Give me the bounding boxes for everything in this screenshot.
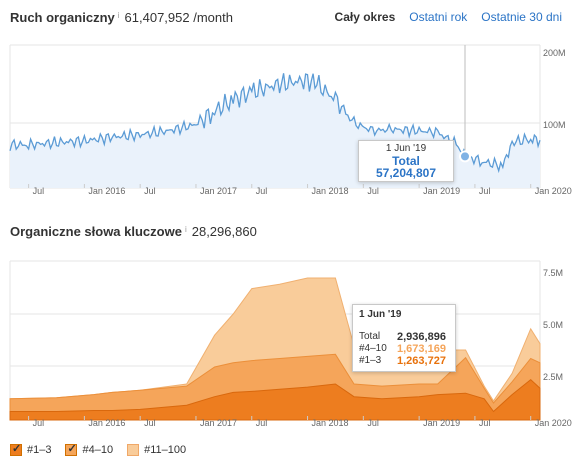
check-icon: ✓ <box>67 443 77 455</box>
traffic-chart[interactable]: 200M 100M Jul Jan 2016 Jul Jan 2017 Jul Jan 2… <box>0 35 576 210</box>
tooltip-row-value: 1,263,727 <box>397 355 446 367</box>
x-tick-label: Jan 2018 <box>312 186 349 196</box>
y-tick-label: 7.5M <box>543 268 563 278</box>
keywords-title: Organiczne słowa kluczowe <box>10 224 182 239</box>
legend-label: #11–100 <box>144 444 187 456</box>
tab-last-year[interactable]: Ostatni rok <box>409 10 468 24</box>
keywords-value: 28,296,860 <box>191 224 257 239</box>
legend-item-4-10[interactable]: ✓ #4–10 <box>65 443 114 456</box>
tooltip-row: #1–3 1,263,727 <box>359 355 449 367</box>
tooltip-row: #4–10 1,673,169 <box>359 343 449 355</box>
traffic-area <box>10 73 540 188</box>
x-axis: Jul Jan 2016 Jul Jan 2017 Jul Jan 2018 Jul Jan … <box>28 416 572 428</box>
y-tick-label: 5.0M <box>543 320 563 330</box>
tooltip-row-value: 2,936,896 <box>397 331 446 343</box>
legend-checkbox[interactable]: ✓ <box>10 443 22 456</box>
tooltip-row: Total 2,936,896 <box>359 331 449 343</box>
traffic-value: 61,407,952 /month <box>124 10 233 25</box>
x-tick-label: Jan 2020 <box>535 186 572 196</box>
traffic-header: Ruch organiczny i 61,407,952 /month <box>10 10 233 30</box>
legend-checkbox[interactable] <box>127 444 140 456</box>
keywords-tooltip: 1 Jun '19 Total 2,936,896 #4–10 1,673,16… <box>352 304 456 372</box>
x-axis: Jul Jan 2016 Jul Jan 2017 Jul Jan 2018 Jul Jan … <box>28 184 572 196</box>
x-tick-label: Jan 2017 <box>200 186 237 196</box>
traffic-plot <box>9 73 541 188</box>
legend: ✓ #1–3 ✓ #4–10 #11–100 <box>10 443 200 456</box>
legend-label: #1–3 <box>27 444 52 456</box>
y-tick-label: 100M <box>543 120 566 130</box>
legend-item-11-100[interactable]: #11–100 <box>127 444 186 456</box>
x-tick-label: Jul <box>256 418 268 428</box>
x-tick-label: Jul <box>33 186 45 196</box>
keywords-plot <box>9 277 541 421</box>
y-tick-label: 2.5M <box>543 372 563 382</box>
x-tick-label: Jan 2019 <box>423 418 460 428</box>
tooltip-row-label: Total <box>359 331 381 342</box>
x-tick-label: Jan 2018 <box>312 418 349 428</box>
x-tick-label: Jul <box>144 418 156 428</box>
tooltip-row-label: #4–10 <box>359 343 387 354</box>
x-tick-label: Jan 2020 <box>535 418 572 428</box>
keywords-header: Organiczne słowa kluczowe i 28,296,860 <box>10 224 257 244</box>
traffic-tooltip: 1 Jun '19 Total 57,204,807 <box>358 140 454 182</box>
x-tick-label: Jan 2016 <box>88 186 125 196</box>
x-tick-label: Jul <box>256 186 268 196</box>
tooltip-row-value: 1,673,169 <box>397 343 446 355</box>
legend-label: #4–10 <box>82 444 114 456</box>
x-tick-label: Jul <box>367 418 379 428</box>
legend-item-top3[interactable]: ✓ #1–3 <box>10 443 52 456</box>
x-tick-label: Jan 2016 <box>88 418 125 428</box>
y-tick-label: 200M <box>543 48 566 58</box>
x-tick-label: Jul <box>479 186 491 196</box>
range-tabs: Cały okres Ostatni rok Ostatnie 30 dni <box>321 10 562 24</box>
keywords-area-0 <box>9 379 541 421</box>
tooltip-date: 1 Jun '19 <box>385 143 427 154</box>
tooltip-total: Total 57,204,807 <box>375 154 437 180</box>
tab-last-30-days[interactable]: Ostatnie 30 dni <box>481 10 562 24</box>
legend-checkbox[interactable]: ✓ <box>65 443 78 456</box>
tooltip-date: 1 Jun '19 <box>359 309 402 320</box>
tab-all-time[interactable]: Cały okres <box>334 10 396 24</box>
info-icon[interactable]: i <box>117 11 120 20</box>
x-tick-label: Jul <box>144 186 156 196</box>
tooltip-row-label: #1–3 <box>359 355 382 366</box>
x-tick-label: Jan 2019 <box>423 186 460 196</box>
x-tick-label: Jul <box>367 186 379 196</box>
x-tick-label: Jul <box>33 418 45 428</box>
x-tick-label: Jul <box>479 418 491 428</box>
check-icon: ✓ <box>12 443 22 455</box>
info-icon[interactable]: i <box>184 225 187 234</box>
keywords-chart[interactable]: 7.5M 5.0M 2.5M Jul Jan 2016 Jul Jan 2017 Jul… <box>0 248 576 440</box>
x-tick-label: Jan 2017 <box>200 418 237 428</box>
highlight-point[interactable] <box>459 150 471 163</box>
traffic-title: Ruch organiczny <box>10 10 115 25</box>
